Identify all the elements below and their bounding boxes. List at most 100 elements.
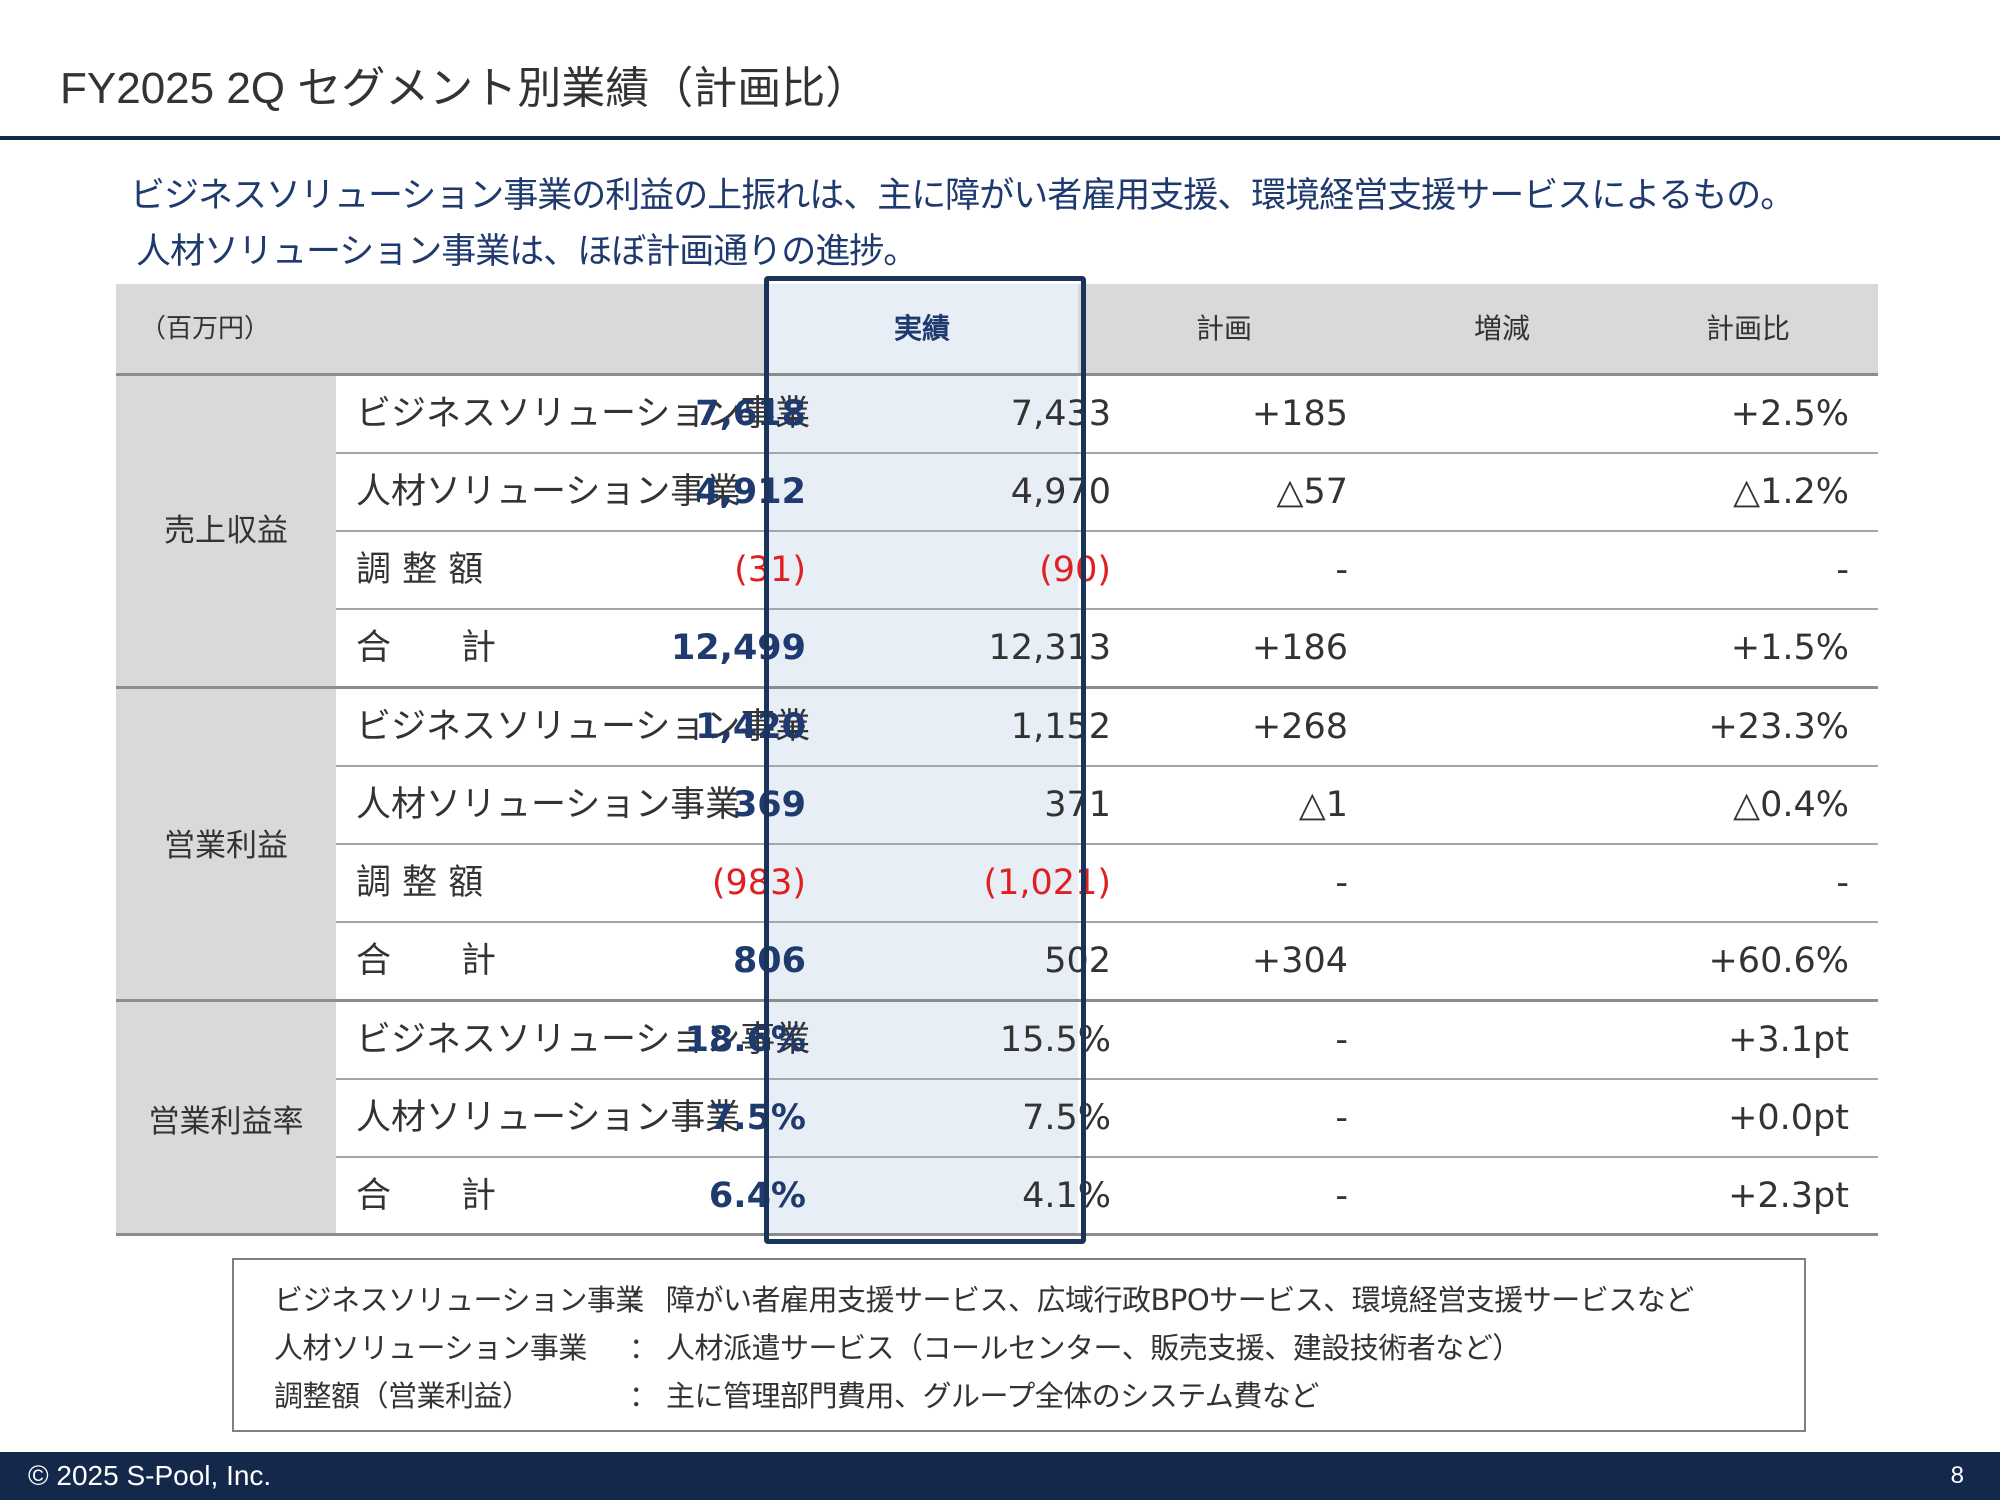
row-label: 合 計 bbox=[356, 628, 497, 668]
header-ratio: 計画比 bbox=[1706, 312, 1791, 345]
table-rule bbox=[336, 1078, 1878, 1080]
actual-value: 18.6% bbox=[684, 1020, 806, 1060]
plan-value: 371 bbox=[1044, 785, 1111, 825]
ratio-value: △1.2% bbox=[1733, 472, 1849, 512]
table-row: 人材ソリューション事業 4,912 4,970 △57 △1.2% bbox=[336, 453, 1878, 531]
diff-value: - bbox=[1335, 863, 1348, 903]
actual-value: 4,912 bbox=[695, 472, 806, 512]
ratio-value: - bbox=[1836, 550, 1849, 590]
page-number: 8 bbox=[1950, 1462, 1964, 1489]
summary-text: ビジネスソリューション事業の利益の上振れは、主に障がい者雇用支援、環境経営支援サ… bbox=[130, 168, 1795, 280]
plan-value: 1,152 bbox=[1010, 707, 1111, 747]
table-rule bbox=[336, 452, 1878, 454]
table-row: 調 整 額 (983) (1,021) - - bbox=[336, 844, 1878, 922]
actual-value: 7.5% bbox=[708, 1098, 806, 1138]
actual-value: (31) bbox=[734, 550, 806, 590]
actual-value: 7,618 bbox=[695, 394, 806, 434]
group-label-revenue: 売上収益 bbox=[164, 513, 288, 549]
row-label: ビジネスソリューション事業 bbox=[356, 1020, 811, 1060]
table-rule bbox=[336, 843, 1878, 845]
ratio-value: +60.6% bbox=[1708, 941, 1849, 981]
row-label: 人材ソリューション事業 bbox=[356, 472, 741, 512]
header-actual: 実績 bbox=[893, 312, 950, 345]
copyright: © 2025 S-Pool, Inc. bbox=[28, 1460, 272, 1491]
actual-value: 12,499 bbox=[670, 628, 806, 668]
diff-value: △1 bbox=[1298, 785, 1348, 825]
actual-value: 369 bbox=[732, 785, 806, 825]
table-rule bbox=[116, 999, 1878, 1002]
title-divider bbox=[0, 136, 2000, 140]
note-colon: ： bbox=[629, 1283, 658, 1317]
note-value: 障がい者雇用支援サービス、広域行政BPOサービス、環境経営支援サービスなど bbox=[666, 1283, 1694, 1317]
ratio-value: - bbox=[1836, 863, 1849, 903]
unit-label: （百万円） bbox=[140, 314, 271, 344]
ratio-value: +3.1pt bbox=[1728, 1020, 1849, 1060]
note-value: 主に管理部門費用、グループ全体のシステム費など bbox=[666, 1379, 1319, 1413]
ratio-value: +0.0pt bbox=[1728, 1098, 1849, 1138]
ratio-value: +1.5% bbox=[1730, 628, 1849, 668]
group-bg-op-income bbox=[116, 688, 336, 1000]
note-colon: ： bbox=[629, 1331, 658, 1365]
table-rule bbox=[336, 921, 1878, 923]
row-label: 人材ソリューション事業 bbox=[356, 785, 741, 825]
table-row: 人材ソリューション事業 7.5% 7.5% - +0.0pt bbox=[336, 1079, 1878, 1157]
diff-value: +186 bbox=[1251, 628, 1348, 668]
plan-value: 4.1% bbox=[1022, 1176, 1111, 1216]
diff-value: +304 bbox=[1251, 941, 1348, 981]
note-colon: ： bbox=[629, 1379, 658, 1413]
note-key: 人材ソリューション事業 bbox=[274, 1331, 587, 1365]
plan-value: 502 bbox=[1044, 941, 1111, 981]
actual-value: 806 bbox=[732, 941, 806, 981]
actual-column-highlight bbox=[766, 284, 1078, 1236]
table-rule bbox=[336, 765, 1878, 767]
table-rule bbox=[336, 530, 1878, 532]
header-plan: 計画 bbox=[1196, 312, 1253, 345]
diff-value: - bbox=[1335, 1176, 1348, 1216]
page-title: FY2025 2Q セグメント別業績（計画比） bbox=[60, 64, 870, 113]
note-value: 人材派遣サービス（コールセンター、販売支援、建設技術者など） bbox=[666, 1331, 1521, 1365]
table-row: 合 計 6.4% 4.1% - +2.3pt bbox=[336, 1157, 1878, 1235]
row-label: 調 整 額 bbox=[356, 863, 484, 903]
plan-value: 7,433 bbox=[1010, 394, 1111, 434]
actual-value: 1,420 bbox=[695, 707, 806, 747]
actual-column-frame bbox=[764, 276, 1086, 1244]
actual-value: (983) bbox=[711, 863, 806, 903]
row-label: ビジネスソリューション事業 bbox=[356, 394, 811, 434]
actual-value: 6.4% bbox=[708, 1176, 806, 1216]
plan-value: 4,970 bbox=[1010, 472, 1111, 512]
diff-value: - bbox=[1335, 1098, 1348, 1138]
row-label: 合 計 bbox=[356, 1176, 497, 1216]
ratio-value: +2.3pt bbox=[1728, 1176, 1849, 1216]
diff-value: - bbox=[1335, 550, 1348, 590]
ratio-value: +2.5% bbox=[1730, 394, 1849, 434]
table-rule bbox=[336, 1156, 1878, 1158]
row-label: 調 整 額 bbox=[356, 550, 484, 590]
diff-value: +185 bbox=[1251, 394, 1348, 434]
group-bg-op-margin bbox=[116, 1000, 336, 1236]
table-row: 合 計 12,499 12,313 +186 +1.5% bbox=[336, 609, 1878, 687]
segment-notes-box: ビジネスソリューション事業 ： 障がい者雇用支援サービス、広域行政BPOサービス… bbox=[232, 1258, 1806, 1432]
plan-value: (90) bbox=[1039, 550, 1111, 590]
diff-value: △57 bbox=[1276, 472, 1348, 512]
table-row: 調 整 額 (31) (90) - - bbox=[336, 531, 1878, 609]
table-rule bbox=[336, 608, 1878, 610]
note-key: ビジネスソリューション事業 bbox=[274, 1283, 644, 1317]
row-label: 合 計 bbox=[356, 941, 497, 981]
diff-value: - bbox=[1335, 1020, 1348, 1060]
plan-value: 15.5% bbox=[999, 1020, 1111, 1060]
plan-value: 7.5% bbox=[1022, 1098, 1111, 1138]
ratio-value: △0.4% bbox=[1733, 785, 1849, 825]
table-row: ビジネスソリューション事業 7,618 7,433 +185 +2.5% bbox=[336, 375, 1878, 453]
table-row: 人材ソリューション事業 369 371 △1 △0.4% bbox=[336, 766, 1878, 844]
table-row: ビジネスソリューション事業 18.6% 15.5% - +3.1pt bbox=[336, 1001, 1878, 1079]
group-bg-revenue bbox=[116, 374, 336, 688]
header-diff: 増減 bbox=[1474, 312, 1531, 345]
plan-value: 12,313 bbox=[988, 628, 1111, 668]
table-rule bbox=[116, 373, 1878, 376]
note-key: 調整額（営業利益） bbox=[274, 1379, 531, 1413]
summary-line-1: ビジネスソリューション事業の利益の上振れは、主に障がい者雇用支援、環境経営支援サ… bbox=[130, 176, 1795, 216]
row-label: ビジネスソリューション事業 bbox=[356, 707, 811, 747]
group-label-op-margin: 営業利益率 bbox=[148, 1104, 304, 1140]
footer-bar: © 2025 S-Pool, Inc. 8 bbox=[0, 1452, 2000, 1500]
table-row: ビジネスソリューション事業 1,420 1,152 +268 +23.3% bbox=[336, 688, 1878, 766]
